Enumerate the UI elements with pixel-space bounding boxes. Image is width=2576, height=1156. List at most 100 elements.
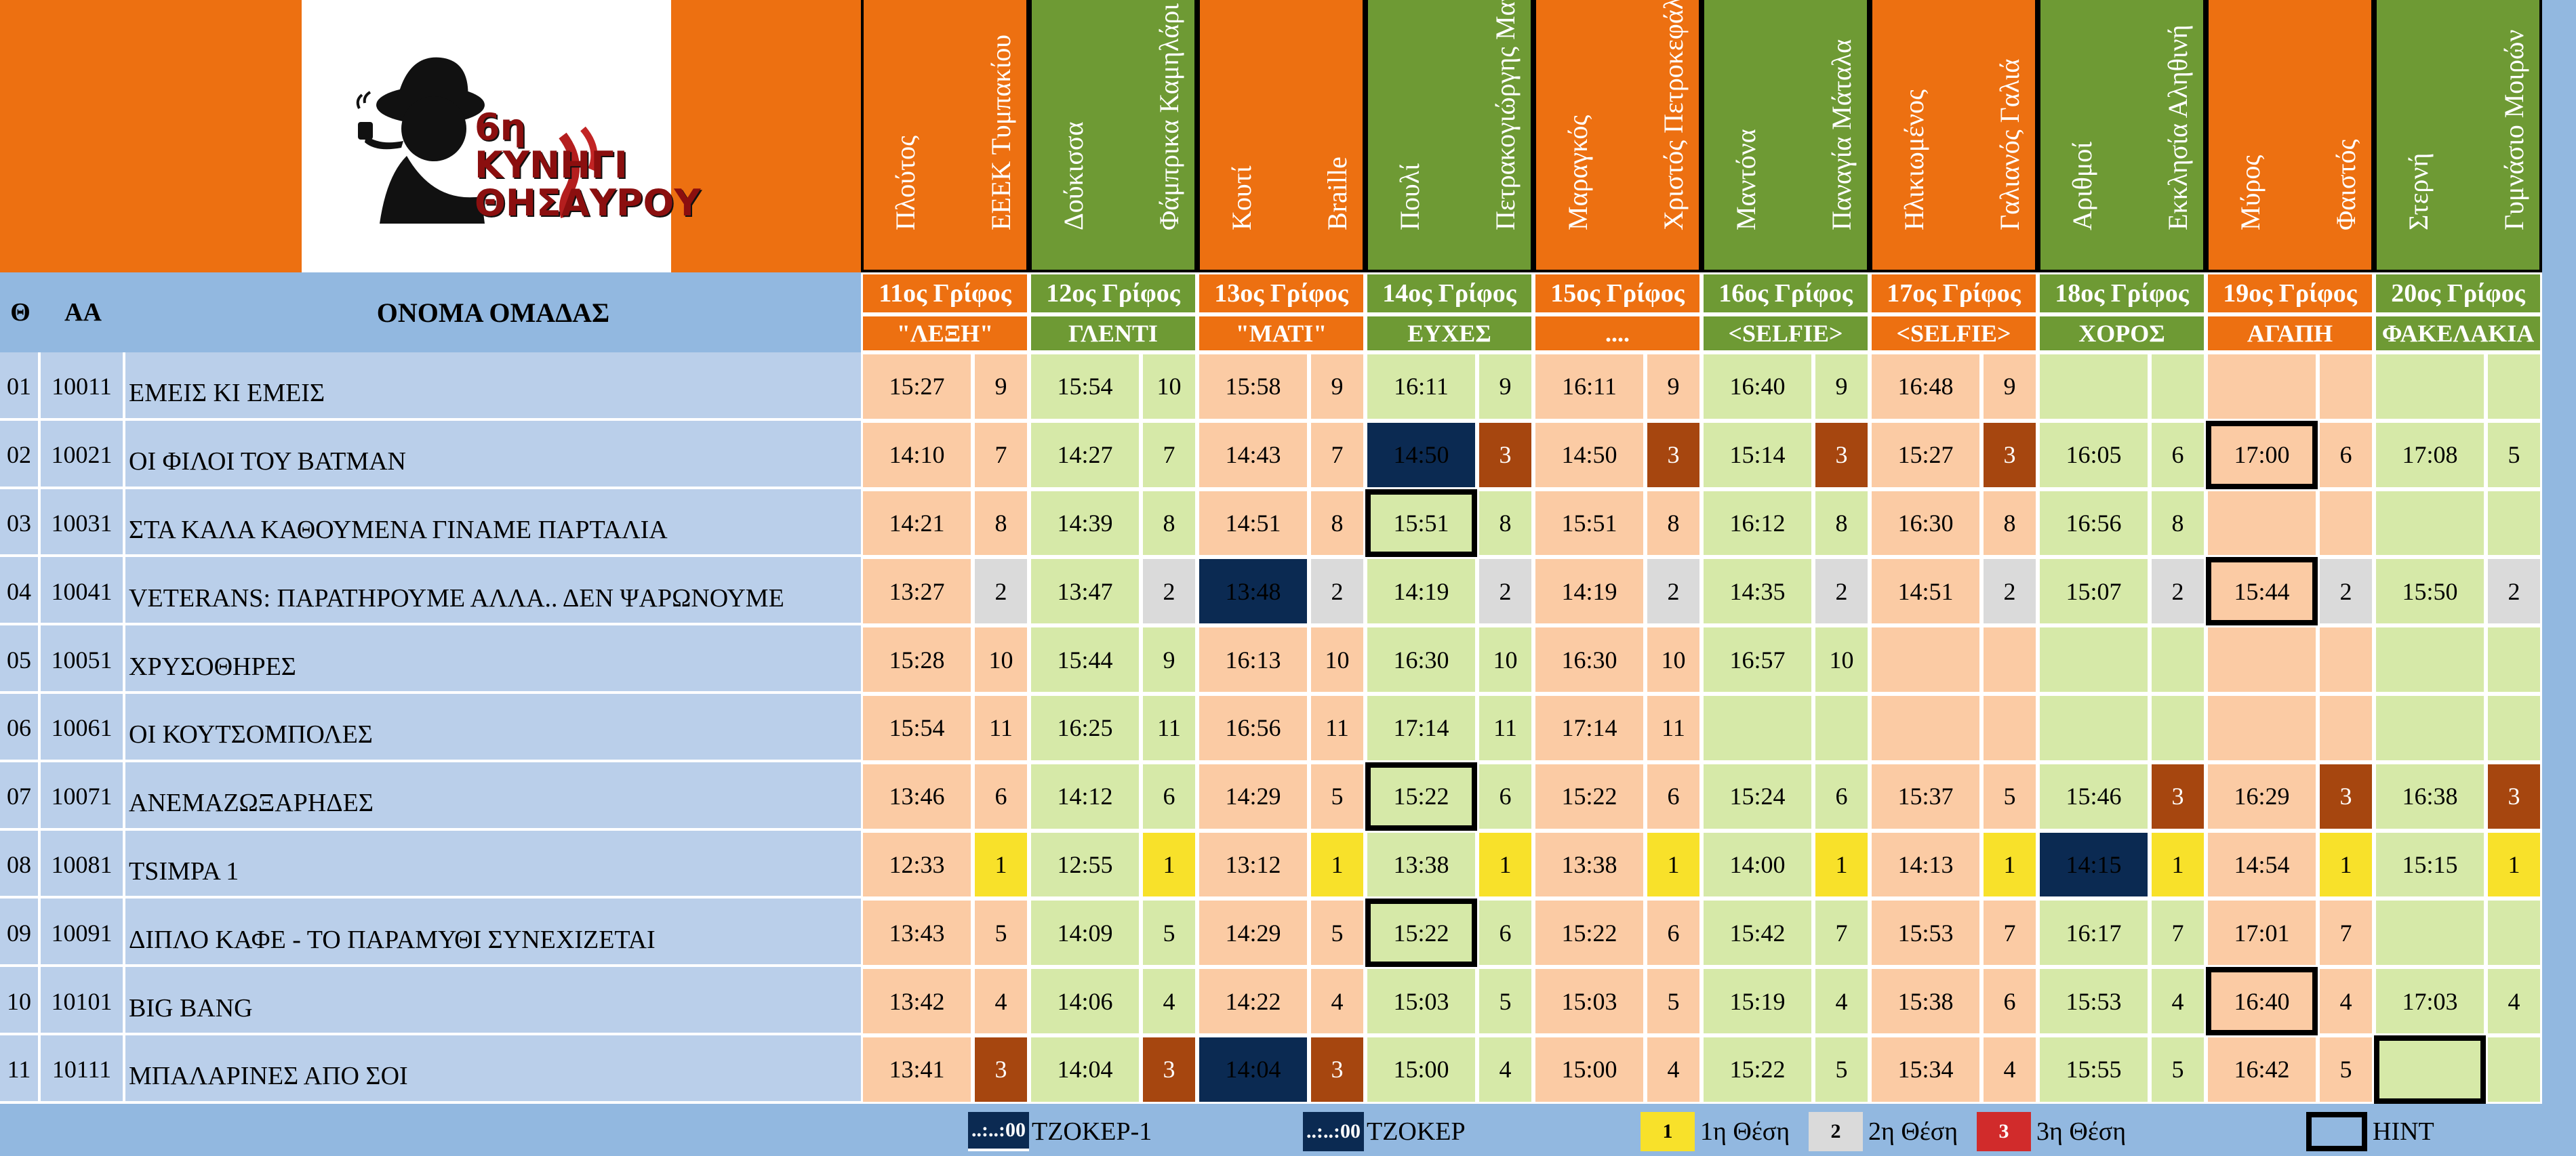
riddle-header-15: Μαραγκός Χριστός Πετροκεφάλι [1533, 0, 1702, 272]
position-cell: 8 [973, 489, 1029, 558]
position-cell: 5 [2150, 1035, 2206, 1104]
time-cell: 14:50 [1365, 420, 1477, 489]
team-name: ΟΙ ΚΟΥΤΣΟΜΠΟΛΕΣ [129, 720, 373, 749]
position-cell: 2 [1645, 557, 1702, 626]
time-cell: 14:09 [1029, 899, 1141, 968]
position-cell: 9 [1141, 625, 1197, 694]
riddle-place-2: Πετρακογιώργης Μαγαζιάκι [1490, 0, 1521, 230]
time-cell [2206, 352, 2318, 421]
riddle-answer-12: ΓΛΕΝΤΙ [1029, 314, 1197, 352]
position-cell: 3 [2150, 762, 2206, 831]
riddle-label-17: 17ος Γρίφος [1870, 272, 2038, 314]
riddle-place-2: Χριστός Πετροκεφάλι [1658, 0, 1689, 230]
riddle-place-1: Πουλί [1394, 163, 1425, 230]
position-cell: 8 [1645, 489, 1702, 558]
time-cell [2374, 352, 2486, 421]
riddle-place-2: Γυμνάσιο Μοιρών [2499, 29, 2529, 230]
riddle-place-1: Δούκισσα [1058, 121, 1089, 230]
position-cell: 1 [1309, 830, 1365, 899]
riddle-label-13: 13ος Γρίφος [1197, 272, 1365, 314]
riddle-place-2: Γαλιανός Γαλιά [1994, 58, 2025, 230]
team-aa: 10021 [41, 420, 125, 489]
time-cell [2206, 694, 2318, 762]
riddle-place-1: Μύρος [2235, 154, 2266, 230]
time-cell: 15:51 [1365, 489, 1477, 558]
riddle-answer-18: ΧΟΡΟΣ [2038, 314, 2206, 352]
time-cell: 14:35 [1702, 557, 1813, 626]
team-row [0, 831, 861, 899]
time-cell: 15:22 [1533, 899, 1645, 968]
time-cell: 14:04 [1197, 1035, 1309, 1104]
time-cell [2374, 899, 2486, 968]
position-cell: 11 [1309, 694, 1365, 762]
position-cell: 3 [1477, 420, 1533, 489]
time-cell: 15:55 [2038, 1035, 2150, 1104]
time-cell: 17:01 [2206, 899, 2318, 968]
team-aa: 10051 [41, 625, 125, 694]
legend-band [0, 1103, 2576, 1156]
time-cell: 15:22 [1365, 899, 1477, 968]
time-cell: 14:22 [1197, 967, 1309, 1035]
time-cell: 15:50 [2374, 557, 2486, 626]
position-cell: 8 [1813, 489, 1870, 558]
team-row [0, 625, 861, 694]
time-cell: 16:29 [2206, 762, 2318, 831]
time-cell: 16:56 [1197, 694, 1309, 762]
position-cell [2486, 352, 2542, 421]
position-cell: 2 [1141, 557, 1197, 626]
position-cell: 10 [1477, 625, 1533, 694]
left-header-band [0, 272, 861, 352]
team-aa: 10041 [41, 557, 125, 626]
team-aa: 10011 [41, 352, 125, 421]
legend-rank3-swatch: 3 [1977, 1111, 2031, 1151]
time-cell: 15:00 [1533, 1035, 1645, 1104]
position-cell: 10 [1645, 625, 1702, 694]
time-cell: 17:14 [1365, 694, 1477, 762]
position-cell: 4 [1309, 967, 1365, 1035]
team-row [0, 694, 861, 762]
legend-rank2-label: 2η Θέση [1868, 1117, 1958, 1146]
position-cell: 7 [1141, 420, 1197, 489]
riddle-place-2: Φάμπρικα Καμηλάρι [1154, 3, 1184, 230]
position-cell: 5 [1309, 899, 1365, 968]
header-team-name: ΟΝΟΜΑ ΟΜΑΔΑΣ [376, 297, 610, 328]
riddle-header-13: Κουτί Braille [1197, 0, 1365, 272]
position-cell: 11 [1477, 694, 1533, 762]
treasure-hunt-logo: 6η ΚΥΝΗΓΙ ΘΗΣΑΥΡΟΥ [339, 27, 700, 230]
legend-hint-label: HINT [2373, 1117, 2434, 1146]
time-cell [2374, 694, 2486, 762]
position-cell: 6 [1477, 899, 1533, 968]
team-aa: 10061 [41, 694, 125, 762]
position-cell: 5 [2486, 420, 2542, 489]
time-cell: 15:37 [1870, 762, 1981, 831]
riddle-header-20: Στερνή Γυμνάσιο Μοιρών [2374, 0, 2542, 272]
position-cell: 5 [1645, 967, 1702, 1035]
team-aa: 10031 [41, 489, 125, 558]
position-cell [1813, 694, 1870, 762]
time-cell: 16:13 [1197, 625, 1309, 694]
time-cell: 16:48 [1870, 352, 1981, 421]
position-cell: 1 [1645, 830, 1702, 899]
time-cell: 14:19 [1533, 557, 1645, 626]
position-cell: 11 [1141, 694, 1197, 762]
time-cell: 15:27 [1870, 420, 1981, 489]
position-cell: 1 [2150, 830, 2206, 899]
legend-jocker-label: ΤΖΟΚΕΡ [1367, 1117, 1466, 1146]
time-cell: 14:12 [1029, 762, 1141, 831]
time-cell: 16:30 [1870, 489, 1981, 558]
time-cell: 13:27 [861, 557, 973, 626]
position-cell: 2 [1309, 557, 1365, 626]
position-cell: 2 [2150, 557, 2206, 626]
position-cell: 4 [1813, 967, 1870, 1035]
time-cell: 14:29 [1197, 899, 1309, 968]
team-name: ΜΠΑΛΑΡΙΝΕΣ ΑΠΟ ΣΟΙ [129, 1062, 408, 1091]
time-cell: 17:00 [2206, 420, 2318, 489]
time-cell: 16:30 [1365, 625, 1477, 694]
time-cell: 16:38 [2374, 762, 2486, 831]
riddle-place-1: Ηλικιωμένος [1899, 89, 1929, 230]
position-cell: 3 [2318, 762, 2374, 831]
time-cell: 15:53 [1870, 899, 1981, 968]
time-cell [2206, 489, 2318, 558]
position-cell: 6 [973, 762, 1029, 831]
